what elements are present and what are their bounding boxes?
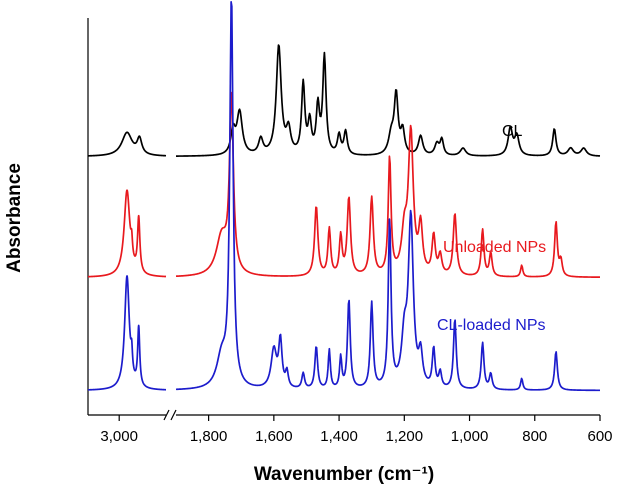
x-tick-label-800: 800 — [522, 428, 547, 445]
y-axis-title: Absorbance — [4, 163, 25, 273]
x-tick-label-1200: 1,200 — [386, 428, 424, 445]
axis-break-marker — [163, 409, 177, 421]
series-line-0-right — [175, 44, 601, 157]
x-axis-title: Wavenumber (cm⁻¹) — [254, 464, 434, 485]
x-tick-label-1000: 1,000 — [451, 428, 489, 445]
series-line-1-left — [87, 189, 167, 278]
x-ticks: 3,000 1,800 1,600 1,400 1,200 1,000 800 600 — [100, 415, 613, 445]
series-labels: CL Unloaded NPs CL-loaded NPs — [437, 123, 546, 334]
series-cl-loaded-nps — [87, 1, 601, 392]
series-layer — [87, 1, 601, 392]
series-unloaded-nps — [87, 91, 601, 279]
series-label-unloaded-nps: Unloaded NPs — [443, 239, 546, 256]
axes — [87, 18, 600, 421]
series-line-2-left — [87, 275, 167, 391]
x-tick-label-1400: 1,400 — [320, 428, 358, 445]
x-tick-label-1600: 1,600 — [255, 428, 293, 445]
series-cl — [87, 44, 601, 157]
series-line-2-right — [175, 1, 601, 392]
series-label-cl-loaded-nps: CL-loaded NPs — [437, 317, 546, 334]
series-label-cl: CL — [502, 123, 523, 140]
x-tick-label-600: 600 — [587, 428, 612, 445]
series-line-1-right — [175, 91, 601, 279]
series-line-0-left — [87, 131, 167, 157]
x-tick-label-1800: 1,800 — [190, 428, 228, 445]
x-tick-label-3000: 3,000 — [100, 428, 138, 445]
